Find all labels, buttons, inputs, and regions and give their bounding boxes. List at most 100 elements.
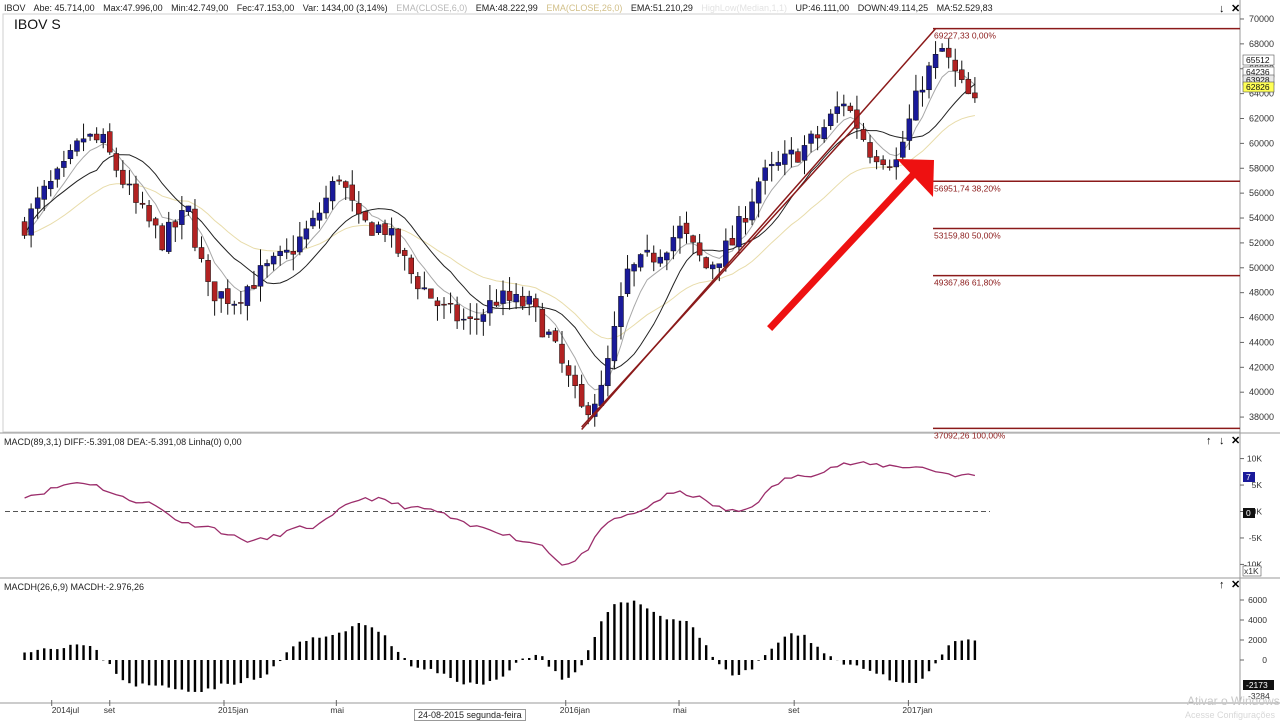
macdh-bar	[679, 621, 681, 660]
candle-body	[605, 358, 610, 385]
candle	[468, 303, 473, 335]
header-close: Fec:47.153,00	[237, 3, 295, 13]
candle	[507, 277, 512, 310]
candle	[337, 175, 342, 185]
candle	[861, 123, 866, 142]
candle	[428, 289, 433, 299]
candle	[101, 128, 106, 148]
candle-body	[238, 302, 243, 303]
macdh-bar	[685, 621, 687, 660]
header-ma: MA:52.529,83	[937, 3, 993, 13]
candle	[566, 360, 571, 387]
candle	[291, 235, 296, 270]
candle	[822, 119, 827, 142]
panel-move-down-icon[interactable]: ↓	[1219, 4, 1225, 15]
macdh-bar	[541, 656, 543, 660]
x-tick-label: mai	[673, 705, 687, 715]
candle	[959, 61, 964, 84]
candle-body	[809, 134, 814, 143]
candle-body	[677, 226, 682, 238]
macdh-bar	[803, 635, 805, 660]
macdh-bar	[961, 641, 963, 660]
macdh-close-icon[interactable]: ✕	[1231, 580, 1240, 591]
fib-level-label: 69227,33 0,00%	[934, 31, 996, 41]
header-open: Abe: 45.714,00	[34, 3, 95, 13]
macdh-bar	[751, 660, 753, 669]
candle-body	[468, 317, 473, 319]
macd-move-up-icon[interactable]: ↑	[1206, 436, 1212, 447]
price-tag-label: 62826	[1246, 82, 1270, 92]
candle-body	[114, 153, 119, 170]
candle-body	[448, 303, 453, 304]
candle	[442, 297, 447, 319]
candle-body	[265, 263, 270, 266]
macdh-bar	[272, 660, 274, 666]
header-up: UP:46.111,00	[795, 3, 849, 13]
candle-body	[179, 210, 184, 224]
macdh-move-up-icon[interactable]: ↑	[1219, 580, 1225, 591]
candle-body	[887, 167, 892, 168]
macdh-bar	[371, 627, 373, 660]
macdh-bar	[115, 660, 117, 674]
macdh-bar	[915, 660, 917, 683]
windows-watermark: Ativar o Windows	[1187, 694, 1280, 708]
candle	[74, 138, 79, 156]
candle	[625, 255, 630, 297]
candle-body	[153, 219, 158, 225]
y-tick-label: 44000	[1249, 337, 1274, 347]
price-tag-label: 65512	[1246, 55, 1270, 65]
candle	[81, 124, 86, 151]
macdh-bar	[502, 660, 504, 677]
y-tick-label: 68000	[1249, 39, 1274, 49]
candle	[173, 219, 178, 242]
macdh-bar	[626, 603, 628, 660]
y-tick-label: 40000	[1249, 387, 1274, 397]
candle-body	[625, 269, 630, 294]
candle-body	[481, 315, 486, 322]
macdh-bar	[744, 660, 746, 670]
date-tooltip: 24-08-2015 segunda-feira	[414, 709, 526, 721]
x-tick-label: 2015jan	[218, 705, 249, 715]
candle-body	[74, 141, 79, 152]
candle	[271, 252, 276, 270]
candle	[369, 221, 374, 235]
panel-close-icon[interactable]: ✕	[1231, 4, 1240, 15]
macdh-bar	[698, 638, 700, 660]
candle-body	[232, 304, 237, 305]
candle	[677, 216, 682, 254]
macdh-bar	[430, 660, 432, 669]
candle-body	[494, 302, 499, 305]
macdh-bar	[725, 660, 727, 669]
macdh-bar	[620, 602, 622, 660]
candle	[455, 297, 460, 329]
macdh-bar	[30, 652, 32, 660]
macdh-bar	[600, 621, 602, 660]
macd-move-down-icon[interactable]: ↓	[1219, 436, 1225, 447]
macd-close-icon[interactable]: ✕	[1231, 436, 1240, 447]
candle	[186, 206, 191, 216]
candle	[920, 76, 925, 106]
candle	[212, 282, 217, 316]
candle-body	[160, 226, 165, 250]
macdh-bar	[266, 660, 268, 674]
candle-body	[795, 152, 800, 163]
macdh-y-tick-label: 4000	[1248, 615, 1267, 625]
candle-body	[966, 79, 971, 94]
macdh-bar	[659, 616, 661, 660]
macdh-bar	[69, 645, 71, 660]
macdh-bar	[462, 660, 464, 684]
candle-body	[474, 319, 479, 320]
candle-body	[487, 300, 492, 313]
macdh-bar	[174, 660, 176, 689]
candle	[324, 186, 329, 219]
header-bar: IBOV Abe: 45.714,00 Max:47.996,00 Min:42…	[4, 3, 1220, 13]
candle	[474, 303, 479, 334]
candle	[310, 210, 315, 229]
candle	[933, 41, 938, 79]
macdh-bar	[672, 619, 674, 660]
candle	[743, 206, 748, 234]
trend-arrow-head	[897, 159, 934, 197]
x-tick-label: mai	[330, 705, 344, 715]
macdh-bar	[253, 660, 255, 680]
